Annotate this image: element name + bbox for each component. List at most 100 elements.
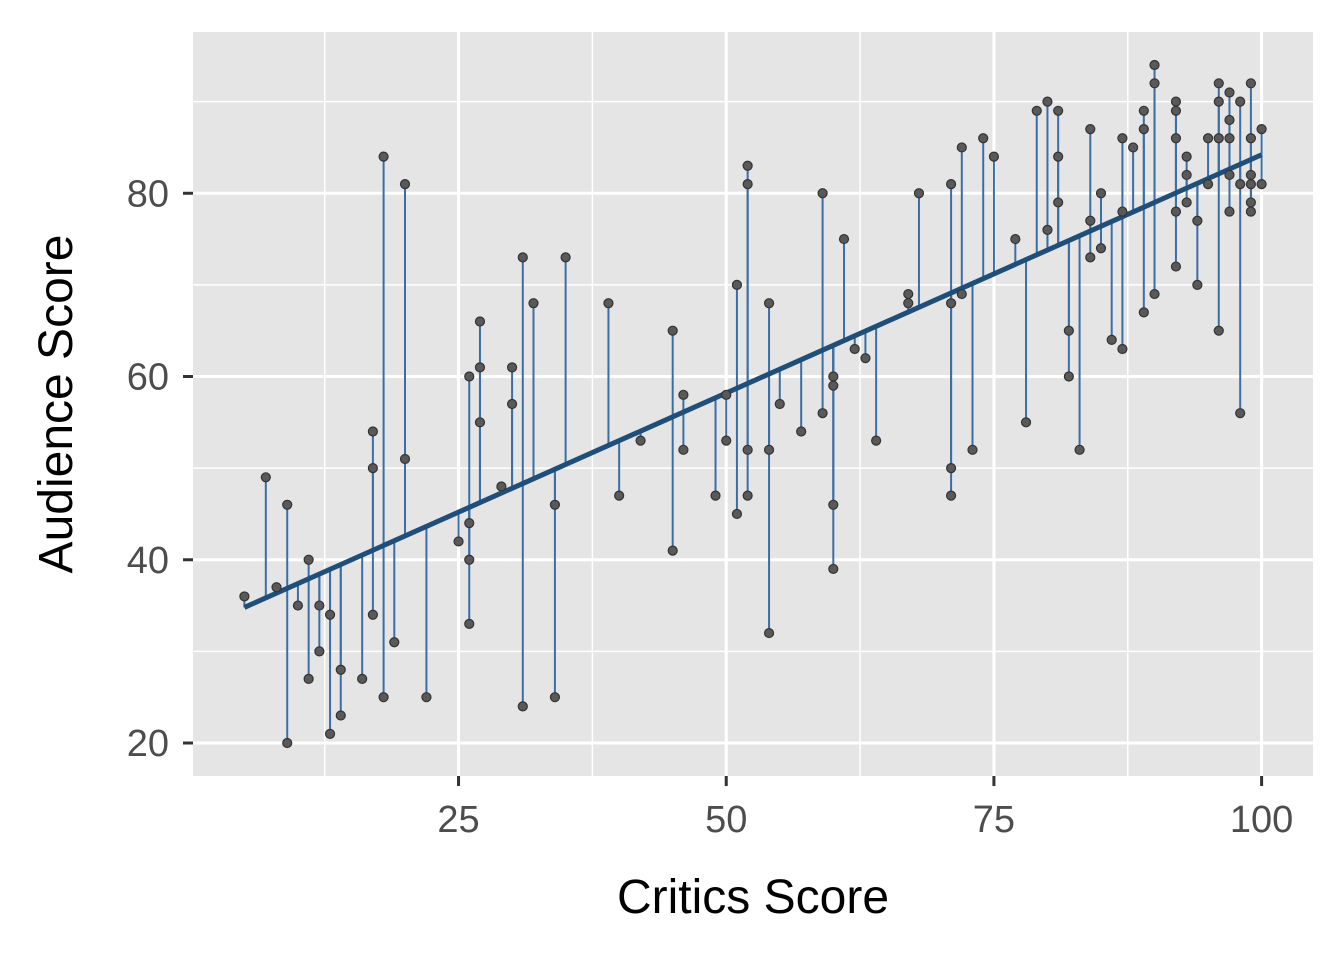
- data-point: [721, 435, 732, 446]
- data-point: [763, 627, 775, 639]
- y-tick-label: 40: [127, 540, 169, 582]
- data-point: [945, 298, 957, 309]
- data-point: [282, 499, 293, 510]
- x-tick-label: 50: [705, 799, 747, 841]
- x-tick-label: 75: [973, 799, 1015, 841]
- plot-panel: [193, 32, 1313, 776]
- data-point: [1106, 334, 1117, 345]
- x-tick-label: 25: [437, 799, 479, 841]
- data-point: [1074, 444, 1085, 455]
- data-point: [1213, 133, 1224, 144]
- data-point: [464, 518, 475, 529]
- data-point: [742, 160, 753, 171]
- regression-line: [243, 152, 1263, 610]
- data-point: [453, 536, 464, 547]
- data-points: [239, 59, 1267, 749]
- data-point: [1170, 96, 1182, 107]
- data-point: [1138, 124, 1149, 135]
- data-point: [721, 389, 732, 400]
- data-point: [828, 563, 839, 575]
- data-point: [1170, 105, 1182, 116]
- data-point: [1224, 87, 1235, 98]
- data-point: [464, 371, 475, 382]
- data-point: [506, 398, 518, 410]
- y-tick-label: 60: [127, 357, 169, 399]
- data-point: [1095, 243, 1107, 254]
- data-point: [474, 316, 486, 327]
- regression-line-group: [243, 152, 1263, 610]
- data-point: [560, 252, 571, 263]
- data-point: [378, 692, 389, 703]
- data-point: [1042, 224, 1053, 236]
- minor-gridlines: [193, 32, 1313, 836]
- data-point: [1170, 133, 1182, 144]
- data-point: [1095, 188, 1107, 199]
- data-point: [1245, 78, 1256, 89]
- data-point: [1063, 325, 1074, 336]
- data-point: [399, 453, 411, 465]
- data-point: [817, 408, 828, 419]
- y-tick-label: 80: [127, 173, 169, 215]
- data-point: [838, 233, 850, 245]
- data-point: [314, 646, 325, 657]
- data-point: [517, 252, 528, 263]
- residual-segments: [243, 64, 1263, 744]
- data-point: [667, 545, 678, 556]
- data-point: [1224, 133, 1235, 144]
- data-point: [603, 298, 614, 309]
- data-point: [1213, 325, 1224, 336]
- data-point: [1245, 133, 1256, 144]
- data-point: [742, 178, 753, 190]
- data-point: [956, 288, 967, 300]
- data-point: [678, 444, 689, 455]
- data-point: [367, 463, 378, 474]
- data-point: [763, 298, 775, 309]
- data-point: [828, 499, 839, 510]
- data-point: [239, 591, 250, 602]
- data-point: [978, 133, 989, 144]
- data-point: [260, 472, 271, 483]
- data-point: [945, 490, 957, 501]
- data-point: [849, 343, 860, 355]
- data-point: [1181, 151, 1192, 162]
- data-point: [614, 490, 625, 501]
- data-point: [1181, 169, 1192, 181]
- data-point: [1053, 105, 1064, 116]
- data-point: [1117, 133, 1128, 144]
- data-point: [303, 554, 314, 565]
- data-point: [367, 609, 378, 620]
- data-point: [667, 325, 678, 336]
- data-point: [796, 426, 807, 437]
- data-point: [335, 664, 346, 675]
- data-point: [1181, 197, 1192, 208]
- data-point: [1256, 124, 1267, 135]
- data-point: [1117, 343, 1128, 355]
- data-point: [1245, 178, 1256, 190]
- data-point: [1170, 261, 1182, 272]
- data-point: [828, 371, 839, 382]
- data-point: [967, 444, 978, 455]
- y-axis-title: Audience Score: [30, 235, 83, 574]
- data-point: [464, 554, 475, 565]
- data-point: [1085, 124, 1096, 135]
- data-point: [1031, 105, 1042, 116]
- data-point: [635, 435, 646, 446]
- data-point: [324, 728, 336, 739]
- data-point: [528, 298, 539, 309]
- data-point: [731, 508, 743, 520]
- data-point: [1213, 78, 1224, 89]
- data-point: [945, 178, 957, 190]
- data-point: [1235, 178, 1246, 190]
- data-point: [549, 692, 561, 703]
- data-point: [860, 353, 871, 364]
- data-point: [303, 673, 314, 684]
- data-point: [367, 426, 378, 437]
- data-point: [1192, 215, 1203, 226]
- data-point: [292, 600, 304, 611]
- x-axis: 25 50 75 100: [437, 776, 1293, 841]
- data-point: [1202, 133, 1214, 144]
- data-point: [1245, 206, 1256, 217]
- data-point: [1053, 151, 1064, 162]
- data-point: [913, 188, 925, 199]
- data-point: [742, 444, 753, 455]
